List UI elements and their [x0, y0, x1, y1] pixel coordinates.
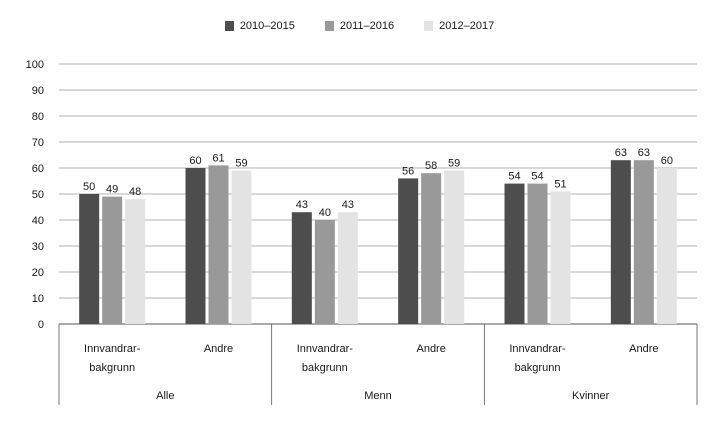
category-label-kvinner-andre-line1: Andre — [629, 343, 658, 355]
bar-menn-innvandrar-2012-2017 — [337, 212, 358, 324]
bar-kvinner-andre-2010-2015 — [610, 160, 631, 324]
y-tick-label-60: 60 — [32, 163, 44, 175]
y-tick-label-100: 100 — [26, 59, 44, 71]
legend-label-2012-2017: 2012–2017 — [439, 20, 495, 32]
chart-legend: 2010–2015 2011–2016 2012–2017 — [0, 20, 719, 32]
y-tick-label-30: 30 — [32, 241, 44, 253]
data-label-alle-andre-2010-2015: 60 — [189, 155, 201, 167]
data-label-kvinner-andre-2012-2017: 60 — [661, 155, 673, 167]
data-label-alle-andre-2011-2016: 61 — [212, 152, 224, 164]
y-tick-label-10: 10 — [32, 293, 44, 305]
bar-menn-andre-2010-2015 — [398, 178, 419, 324]
category-label-menn-innvandrar-line2: bakgrunn — [302, 362, 348, 374]
y-tick-label-70: 70 — [32, 137, 44, 149]
bar-alle-andre-2011-2016 — [208, 165, 229, 324]
data-label-menn-innvandrar-2011-2016: 40 — [319, 207, 331, 219]
group-label-menn: Menn — [364, 390, 392, 402]
category-label-menn-andre-line1: Andre — [416, 343, 445, 355]
data-label-kvinner-andre-2010-2015: 63 — [615, 147, 627, 159]
bar-alle-innvandrar-2011-2016 — [102, 196, 123, 324]
data-label-alle-andre-2012-2017: 59 — [235, 158, 247, 170]
bar-alle-innvandrar-2010-2015 — [79, 194, 100, 324]
y-tick-label-50: 50 — [32, 189, 44, 201]
data-label-menn-andre-2011-2016: 58 — [425, 160, 437, 172]
data-label-menn-andre-2012-2017: 59 — [448, 158, 460, 170]
bar-menn-andre-2012-2017 — [444, 170, 465, 324]
data-label-kvinner-innvandrar-2010-2015: 54 — [508, 171, 520, 183]
category-label-alle-innvandrar-line1: Innvandrar- — [84, 343, 141, 355]
data-label-kvinner-innvandrar-2012-2017: 51 — [554, 178, 566, 190]
bar-kvinner-innvandrar-2011-2016 — [527, 183, 548, 324]
bar-menn-innvandrar-2010-2015 — [291, 212, 312, 324]
category-label-kvinner-innvandrar-line1: Innvandrar- — [509, 343, 566, 355]
legend-item-2011-2016: 2011–2016 — [324, 20, 395, 32]
category-label-alle-innvandrar-line2: bakgrunn — [89, 362, 135, 374]
data-label-menn-innvandrar-2010-2015: 43 — [296, 199, 308, 211]
data-label-kvinner-andre-2011-2016: 63 — [638, 147, 650, 159]
legend-swatch-2011-2016 — [324, 21, 334, 31]
bar-kvinner-innvandrar-2012-2017 — [550, 191, 571, 324]
bar-alle-andre-2010-2015 — [185, 168, 206, 324]
legend-label-2010-2015: 2010–2015 — [239, 20, 295, 32]
category-label-kvinner-innvandrar-line2: bakgrunn — [515, 362, 561, 374]
data-label-menn-andre-2010-2015: 56 — [402, 165, 414, 177]
category-label-alle-andre-line1: Andre — [204, 343, 233, 355]
bar-kvinner-andre-2012-2017 — [656, 168, 677, 324]
data-label-alle-innvandrar-2010-2015: 50 — [83, 181, 95, 193]
bar-menn-andre-2011-2016 — [421, 173, 442, 324]
legend-label-2011-2016: 2011–2016 — [339, 20, 395, 32]
group-label-alle: Alle — [156, 390, 174, 402]
legend-swatch-2012-2017 — [424, 21, 434, 31]
data-label-menn-innvandrar-2012-2017: 43 — [342, 199, 354, 211]
legend-item-2010-2015: 2010–2015 — [224, 20, 295, 32]
y-tick-label-0: 0 — [38, 319, 44, 331]
group-label-kvinner: Kvinner — [572, 390, 610, 402]
bar-kvinner-andre-2011-2016 — [633, 160, 654, 324]
legend-swatch-2010-2015 — [224, 21, 234, 31]
data-label-kvinner-innvandrar-2011-2016: 54 — [531, 171, 543, 183]
data-label-alle-innvandrar-2011-2016: 49 — [106, 184, 118, 196]
y-tick-label-90: 90 — [32, 85, 44, 97]
y-tick-label-80: 80 — [32, 111, 44, 123]
legend-item-2012-2017: 2012–2017 — [424, 20, 494, 32]
data-label-alle-innvandrar-2012-2017: 48 — [129, 186, 141, 198]
category-label-menn-innvandrar-line1: Innvandrar- — [297, 343, 354, 355]
bar-alle-andre-2012-2017 — [231, 170, 252, 324]
bar-kvinner-innvandrar-2010-2015 — [504, 183, 525, 324]
y-tick-label-40: 40 — [32, 215, 44, 227]
bar-alle-innvandrar-2012-2017 — [125, 199, 146, 324]
y-tick-label-20: 20 — [32, 267, 44, 279]
bar-menn-innvandrar-2011-2016 — [314, 220, 335, 324]
